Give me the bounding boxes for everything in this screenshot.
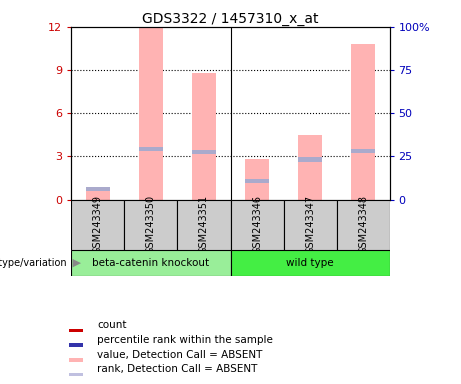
Text: genotype/variation: genotype/variation [0, 258, 67, 268]
Text: ▶: ▶ [69, 258, 81, 268]
Bar [230, 200, 284, 250]
Bar [139, 147, 163, 151]
Text: GSM243349: GSM243349 [93, 195, 103, 254]
Bar [69, 373, 83, 376]
Bar [337, 200, 390, 250]
Text: count: count [97, 320, 126, 330]
Bar [124, 200, 177, 250]
Bar [69, 343, 83, 347]
Bar [71, 250, 230, 276]
Text: percentile rank within the sample: percentile rank within the sample [97, 335, 273, 345]
Bar [298, 157, 322, 162]
Text: GSM243351: GSM243351 [199, 195, 209, 254]
Bar [284, 200, 337, 250]
Text: rank, Detection Call = ABSENT: rank, Detection Call = ABSENT [97, 364, 257, 374]
Bar [86, 187, 110, 191]
Bar [71, 200, 124, 250]
Bar [245, 179, 269, 183]
Text: beta-catenin knockout: beta-catenin knockout [92, 258, 210, 268]
Bar [192, 150, 216, 154]
Bar [351, 149, 375, 153]
Text: GSM243347: GSM243347 [305, 195, 315, 254]
Text: value, Detection Call = ABSENT: value, Detection Call = ABSENT [97, 349, 262, 359]
Bar [177, 200, 230, 250]
Bar [69, 329, 83, 332]
Text: GSM243348: GSM243348 [358, 195, 368, 254]
Bar [351, 44, 375, 200]
Bar [139, 27, 163, 200]
Text: wild type: wild type [286, 258, 334, 268]
Bar [298, 135, 322, 200]
Bar [192, 73, 216, 200]
Bar [86, 188, 110, 200]
Text: GSM243350: GSM243350 [146, 195, 156, 254]
Text: GDS3322 / 1457310_x_at: GDS3322 / 1457310_x_at [142, 12, 319, 25]
Text: GSM243346: GSM243346 [252, 195, 262, 254]
Bar [69, 358, 83, 362]
Bar [245, 159, 269, 200]
Bar [230, 250, 390, 276]
